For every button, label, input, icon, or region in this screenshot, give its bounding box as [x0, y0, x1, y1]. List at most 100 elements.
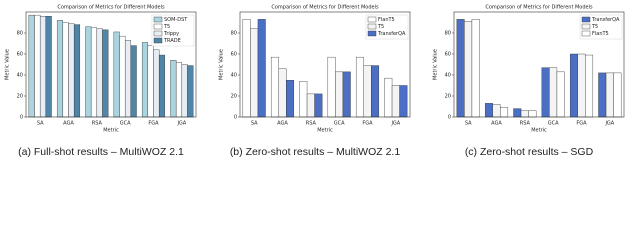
bar	[549, 67, 558, 118]
bar	[471, 19, 480, 118]
bar	[520, 110, 529, 118]
bar	[355, 56, 364, 118]
caption: (c) Zero-shot results – SGD	[465, 146, 594, 158]
bar	[175, 62, 183, 118]
x-tick-label: SA	[465, 121, 472, 127]
bar	[585, 54, 594, 118]
bar	[158, 54, 166, 118]
x-tick-label: GCA	[334, 121, 345, 127]
bar	[250, 28, 259, 118]
bar	[119, 35, 126, 118]
bar	[335, 71, 344, 118]
x-tick-label: JGA	[390, 121, 400, 127]
bar	[342, 71, 351, 118]
x-tick-label: JGA	[176, 121, 186, 127]
bar	[153, 49, 160, 118]
bar	[85, 26, 92, 118]
legend-swatch	[581, 23, 591, 30]
x-tick-label: SA	[251, 121, 258, 127]
bar	[327, 56, 336, 118]
y-tick-label: 40	[445, 73, 451, 79]
legend-label: Trippy	[163, 31, 179, 37]
plot-frame	[25, 11, 197, 118]
bar	[484, 103, 493, 118]
y-tick-label: 20	[17, 94, 23, 100]
bar	[500, 107, 509, 118]
legend-label: TRADE	[163, 38, 181, 44]
bar	[242, 19, 251, 118]
legend-swatch	[367, 16, 377, 23]
x-tick-label: AGA	[491, 121, 502, 127]
x-tick-label: RSA	[92, 121, 103, 127]
bar	[528, 110, 537, 118]
bar	[456, 19, 465, 118]
x-tick-label: FGA	[148, 121, 159, 127]
bar	[130, 45, 137, 118]
bar	[513, 108, 522, 118]
y-tick-label: 0	[234, 115, 237, 121]
chart-title: Comparison of Metrics for Different Mode…	[57, 5, 165, 11]
x-tick-label: FGA	[362, 121, 373, 127]
y-tick-label: 80	[231, 31, 237, 37]
bar	[270, 56, 279, 118]
bar	[541, 67, 550, 118]
y-axis-label: Metric Value	[433, 49, 439, 80]
bar	[299, 81, 308, 118]
bar	[306, 93, 315, 118]
x-tick-label: GCA	[120, 121, 131, 127]
y-tick-label: 40	[231, 73, 237, 79]
bar	[170, 60, 177, 118]
y-tick-label: 20	[445, 94, 451, 100]
legend-swatch	[367, 30, 377, 37]
bar	[147, 45, 154, 118]
x-tick-label: FGA	[576, 121, 587, 127]
bar	[464, 21, 473, 118]
bar	[598, 72, 607, 118]
legend-swatch	[153, 16, 163, 23]
bar	[492, 104, 501, 118]
y-tick-label: 80	[445, 31, 451, 37]
legend-swatch	[581, 30, 591, 37]
y-tick-label: 0	[20, 115, 23, 121]
legend-swatch	[581, 16, 591, 23]
x-axis-label: Metric	[531, 128, 547, 134]
y-tick-label: 60	[445, 52, 451, 58]
bar	[286, 80, 295, 118]
legend-swatch	[367, 23, 377, 30]
bar	[124, 40, 132, 118]
chart-title: Comparison of Metrics for Different Mode…	[271, 5, 379, 11]
bar	[569, 53, 578, 118]
bar	[363, 65, 372, 118]
bar	[90, 27, 98, 118]
legend-label: TransferQA	[591, 17, 620, 23]
bar	[73, 24, 81, 118]
legend-swatch	[153, 30, 163, 37]
plot-frame	[453, 11, 625, 118]
bar	[113, 31, 120, 118]
bar	[577, 53, 586, 118]
plot-frame	[239, 11, 411, 118]
bar	[257, 19, 266, 118]
legend-label: T5	[591, 24, 598, 30]
bar	[371, 65, 380, 118]
bar	[384, 77, 393, 118]
bar	[556, 71, 565, 118]
y-tick-label: 20	[231, 94, 237, 100]
caption: (b) Zero-shot results – MultiWOZ 2.1	[230, 146, 401, 158]
chart-title: Comparison of Metrics for Different Mode…	[485, 5, 593, 11]
bar	[68, 23, 75, 118]
legend-label: T5	[163, 24, 170, 30]
y-tick-label: 80	[17, 31, 23, 37]
y-tick-label: 60	[17, 52, 23, 58]
y-tick-label: 40	[17, 73, 23, 79]
bar	[314, 93, 323, 118]
bar	[391, 85, 400, 118]
legend-label: FlanT5	[378, 17, 395, 23]
x-tick-label: RSA	[520, 121, 531, 127]
bar	[399, 85, 408, 118]
bar	[102, 29, 109, 118]
x-tick-label: GCA	[548, 121, 559, 127]
bar	[181, 64, 188, 118]
bar	[613, 72, 622, 118]
y-tick-label: 0	[448, 115, 451, 121]
